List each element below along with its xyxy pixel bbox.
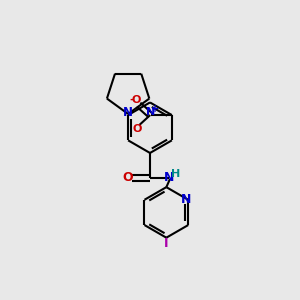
Text: +: + <box>151 104 159 114</box>
Text: O: O <box>132 124 142 134</box>
Text: I: I <box>164 236 169 250</box>
Text: N: N <box>123 106 133 119</box>
Text: O: O <box>131 95 141 105</box>
Text: N: N <box>146 107 155 117</box>
Text: H: H <box>171 169 180 179</box>
Text: N: N <box>164 171 175 184</box>
Text: O: O <box>123 171 133 184</box>
Text: -: - <box>129 95 134 105</box>
Text: N: N <box>181 193 191 206</box>
